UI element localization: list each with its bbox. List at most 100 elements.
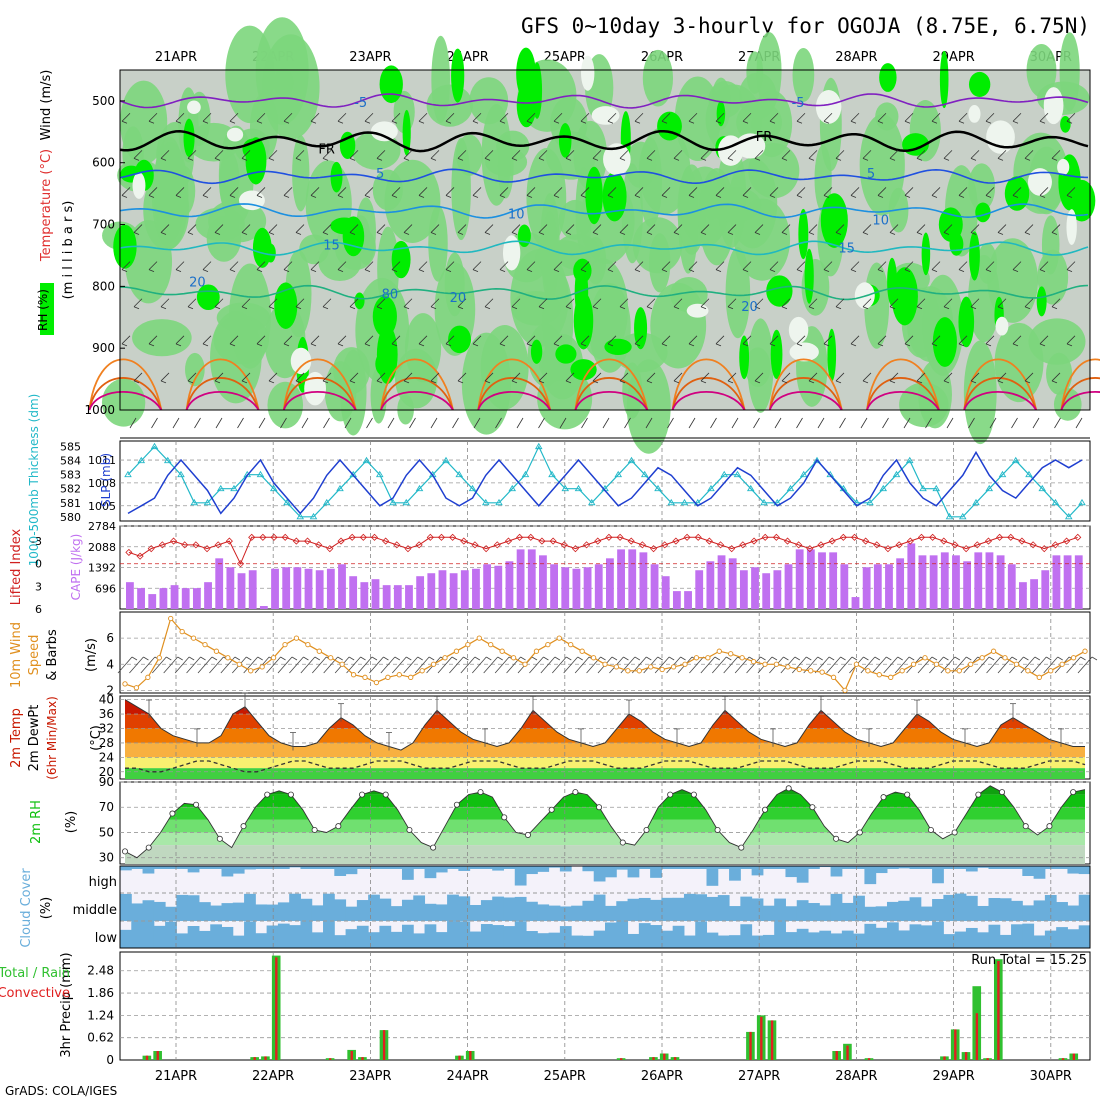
wind-barb-flag [769,195,776,198]
rh-point [524,831,531,838]
rh-contour-fill-high [558,123,572,158]
li-point [404,545,412,553]
cape-bar [706,561,715,609]
wind-barb [391,656,407,674]
wind-barb-flag [966,656,972,661]
thickness-tick-label: 583 [60,469,81,482]
temp-tick-label: 40 [99,693,114,707]
wind-barb [526,187,536,196]
wind-barb [688,335,698,345]
cloud-middle-bar [593,894,606,921]
wind-barb [1051,150,1061,159]
cloud-low-bar [379,925,392,948]
wind-barb [1039,261,1049,270]
surface-isotherm [88,391,163,411]
thickness-point [389,498,397,506]
wind-barb-flag [148,195,155,198]
wind-barb [300,656,316,674]
cape-bar [717,555,726,609]
cloud-middle-bar [638,897,651,921]
wind-barb-flag [823,195,830,198]
wind-barb-flag [754,306,761,310]
wind-barb-flag [202,269,209,273]
thickness-point [1011,456,1020,464]
cloud-high-bar [988,866,1001,869]
wind-barb [202,261,212,270]
cloud-low-bar [898,930,911,948]
isotherm-label: 20 [450,291,467,306]
wind-barb-flag [668,656,675,661]
rh-contour-fill [124,219,173,304]
wind-speed-point [979,655,985,661]
cloud-high-bar [672,866,685,869]
rh-contour-fill-high [939,50,949,109]
temp-tick-label: 28 [99,736,114,750]
precip-tick-label: 1.24 [87,1008,114,1022]
wind-barb [494,656,510,674]
wind-speed-point [202,642,208,648]
wind-speed-point [990,648,997,654]
wind-barb [727,298,737,308]
wind-speed-point [830,674,837,680]
temp-band [125,757,1085,769]
cloud-low-bar [638,923,651,948]
axis-label: SLP (mb) [99,453,113,507]
wind-barb-flag [623,656,629,661]
precip-frame [119,951,1091,1061]
rh-contour-fill-high [570,359,597,381]
wind-barb-flag [337,269,344,273]
precip-tick-label: 1.86 [87,986,114,1000]
slp-tick-label: 1005 [88,500,116,513]
rh-point [619,839,626,846]
li-point [437,533,446,541]
wind-barb [301,417,309,429]
cape-bar [1074,555,1083,609]
thickness-point [932,484,941,492]
thickness-point [296,512,305,520]
wind-barb-flag [531,656,538,661]
cloud-high-bar [853,866,865,869]
wind-barb-flag [371,656,378,661]
cloud-middle-bar [740,896,753,921]
wind-barb-flag [364,195,371,198]
date-tick-label: 27APR [738,1069,780,1084]
wind-barb [673,372,683,382]
wind-barb [538,372,548,382]
cloud-low-bar [875,927,888,948]
wind-barb [700,372,710,382]
li-point [147,545,155,553]
wind-barb-flag [283,343,290,347]
wind-barb [349,298,359,308]
cloud-high-bar [729,866,741,881]
wind-barb [295,372,305,382]
cape-bar [739,570,748,609]
wind-barb [700,656,716,674]
wind-barb [904,112,914,122]
wind-barb-flag [680,656,686,661]
rh-contour-fill-dry [1066,209,1077,246]
cloud-low-bar [841,930,854,948]
wind-barb-flag [874,656,881,661]
wind-barb [654,656,670,674]
wind-barb [160,224,170,233]
wind-speed-point [316,648,322,654]
wind-barb [310,187,320,196]
wind-speed-point [282,642,288,648]
wind-barb [715,112,725,122]
cloud-middle-bar [785,906,798,921]
cloud-low-bar [232,935,245,948]
rh-contour-fill-high [354,292,365,310]
cloud-middle-bar [1044,894,1057,921]
rh-contour-fill-high [602,171,627,222]
precip-conv-bar [943,1056,946,1060]
cape-bar [427,573,436,609]
wind-barb-flag [148,343,155,347]
wind-barb [986,656,1001,674]
rh-contour-fill-high [739,335,750,380]
wind-barb [565,372,575,382]
wind-barb [1051,372,1061,382]
wind-barb [121,261,131,270]
rh-point [762,806,769,813]
wind-barb-flag [970,306,977,310]
cape-bar [126,582,134,609]
